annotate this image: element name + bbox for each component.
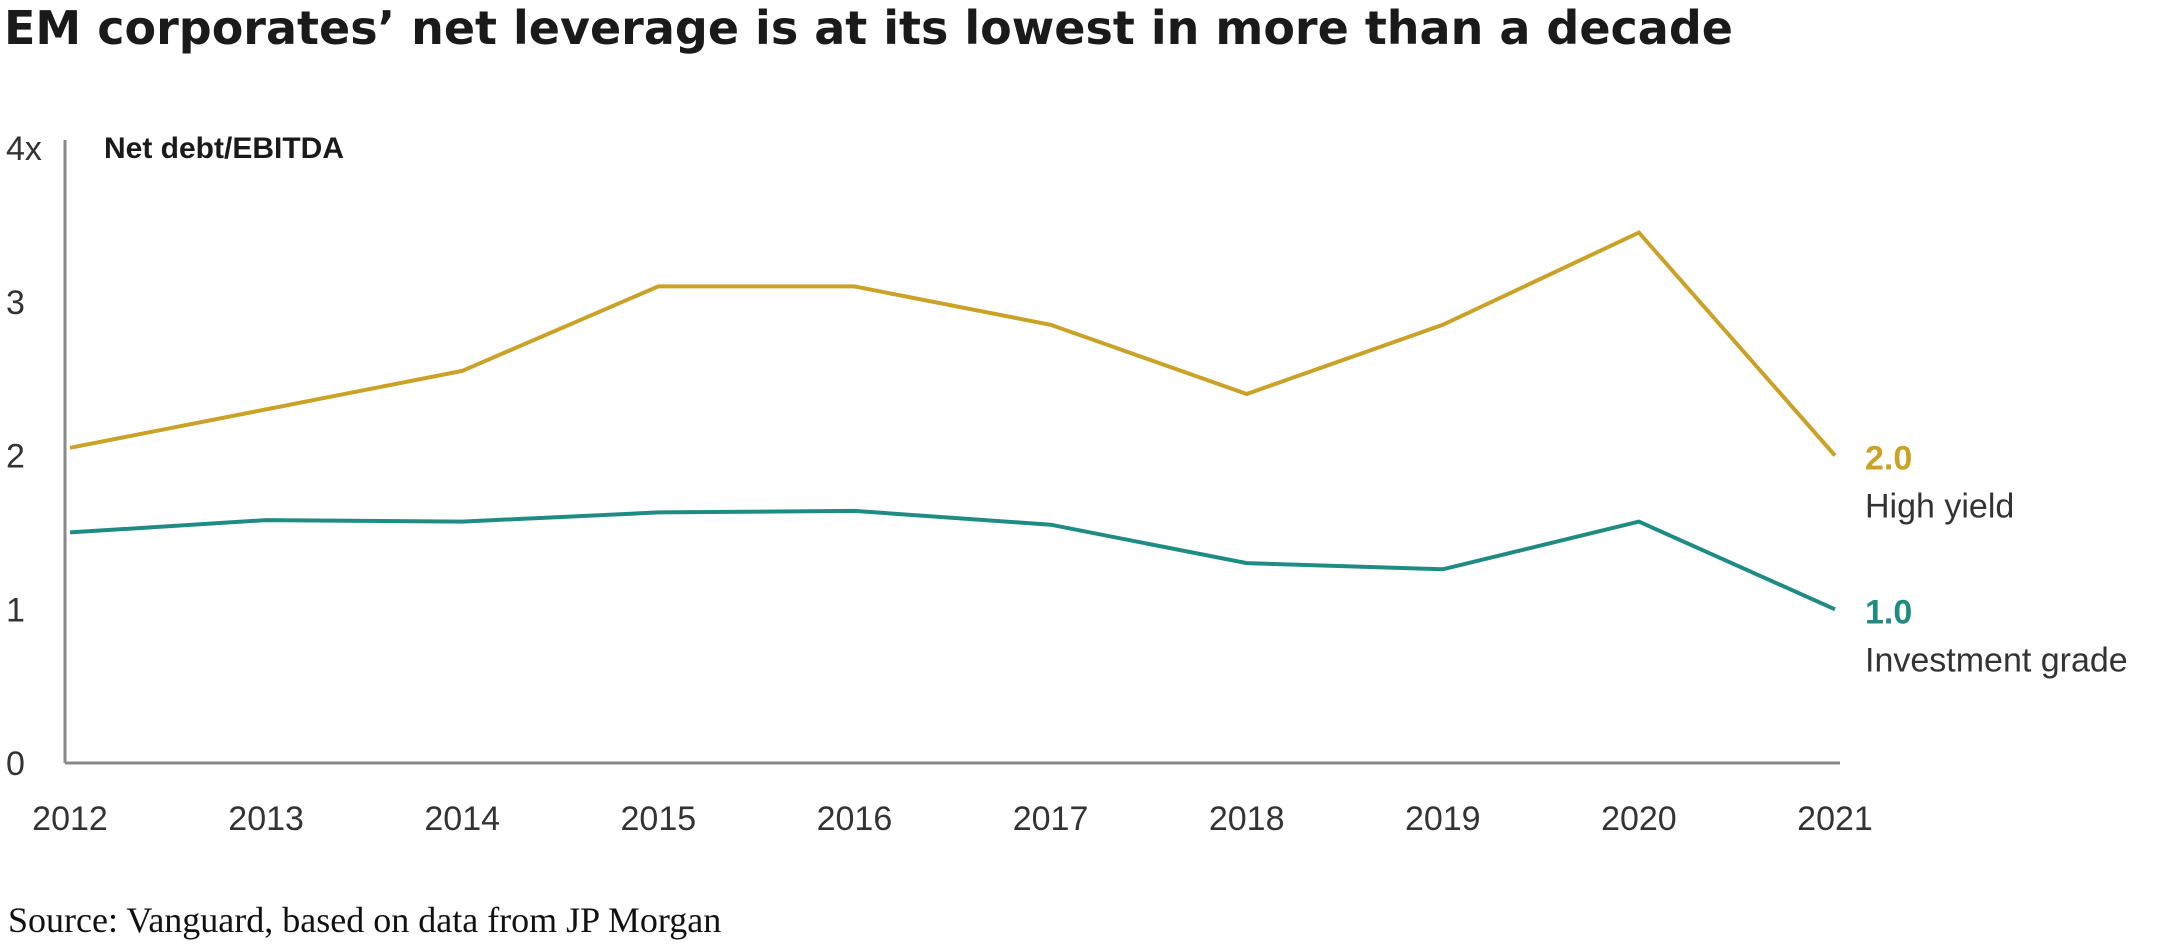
series-name-1: Investment grade — [1865, 641, 2128, 679]
x-tick-label: 2016 — [817, 800, 893, 838]
series-line-1 — [69, 508, 1836, 612]
x-tick-label: 2012 — [32, 800, 108, 838]
series-layer — [69, 230, 1837, 612]
x-tick-label: 2018 — [1209, 800, 1285, 838]
y-axis-label: Net debt/EBITDA — [104, 132, 344, 165]
x-tick-label: 2015 — [621, 800, 697, 838]
y-tick-label: 0 — [6, 745, 25, 783]
series-end-value-1: 1.0 — [1865, 593, 1912, 631]
y-tick-labels: 0 1 2 3 4x — [6, 130, 42, 783]
x-tick-label: 2020 — [1601, 800, 1677, 838]
chart-title: EM corporates’ net leverage is at its lo… — [4, 1, 1733, 55]
source-note: Source: Vanguard, based on data from JP … — [8, 900, 721, 940]
series-line-0 — [69, 230, 1837, 457]
y-tick-label: 4x — [6, 130, 42, 168]
x-tick-label: 2014 — [424, 800, 500, 838]
y-tick-label: 1 — [6, 591, 25, 629]
end-labels: 2.0 High yield 1.0 Investment grade — [1865, 440, 2128, 680]
y-tick-label: 2 — [6, 438, 25, 476]
series-end-value-0: 2.0 — [1865, 440, 1912, 478]
x-tick-label: 2019 — [1405, 800, 1481, 838]
y-tick-label: 3 — [6, 284, 25, 322]
x-tick-label: 2013 — [228, 800, 304, 838]
x-tick-label: 2017 — [1013, 800, 1089, 838]
series-name-0: High yield — [1865, 488, 2014, 526]
x-tick-labels: 2012 2013 2014 2015 2016 2017 2018 2019 2020 2021 — [32, 800, 1873, 838]
x-tick-label: 2021 — [1797, 800, 1873, 838]
